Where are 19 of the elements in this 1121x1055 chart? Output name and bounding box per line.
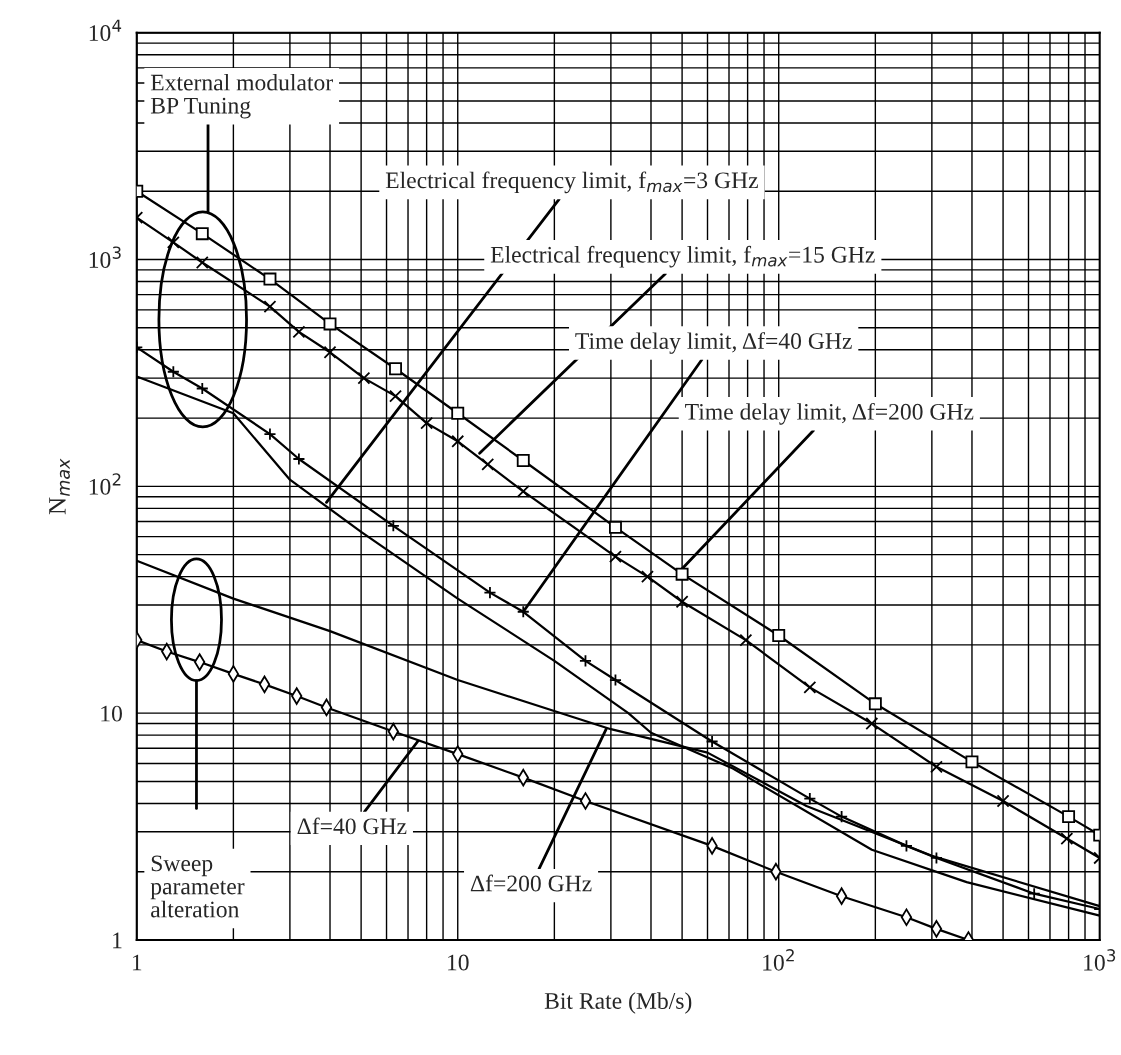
- annotation: Electrical frequency limit, f$_{max}$=15 GHz: [490, 245, 875, 268]
- x-tick-label: 10$^{3}$: [1084, 949, 1116, 971]
- x-tick-label: 1: [132, 954, 142, 971]
- annotation: External modulator BP Tuning: [150, 73, 333, 119]
- x-tick-label: 10$^{2}$: [763, 949, 794, 971]
- annotation: Time delay limit, Δf=200 GHz: [685, 402, 974, 425]
- y-tick-label: 10$^{2}$: [89, 473, 121, 495]
- y-tick-label: 10$^{4}$: [89, 19, 122, 41]
- annotation: Δf=200 GHz: [470, 874, 592, 892]
- annotation: Δf=40 GHz: [297, 817, 407, 835]
- y-tick-label: 1: [113, 932, 122, 949]
- y-axis-title: N$_{max}$: [49, 458, 70, 515]
- x-tick-label: 10: [448, 954, 469, 971]
- annotation: Sweep parameter alteration: [150, 855, 245, 918]
- x-axis-title: Bit Rate (Mb/s): [544, 992, 692, 1014]
- annotation: Time delay limit, Δf=40 GHz: [575, 332, 852, 354]
- annotation: Electrical frequency limit, f$_{max}$=3 GHz: [385, 171, 758, 194]
- y-tick-label: 10$^{3}$: [89, 246, 121, 268]
- y-tick-label: 10: [101, 705, 122, 722]
